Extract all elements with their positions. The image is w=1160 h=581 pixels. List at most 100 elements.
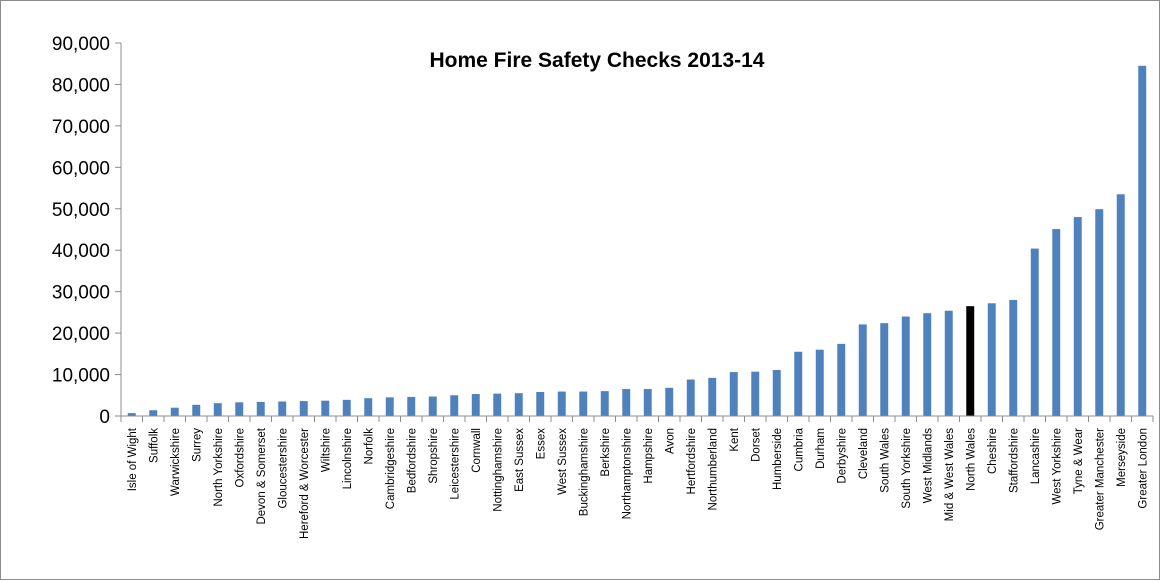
bar xyxy=(579,391,588,416)
x-tick-label: Hereford & Worcester xyxy=(299,428,311,539)
x-tick-label: Isle of Wight xyxy=(127,427,139,491)
x-tick-label: Cleveland xyxy=(858,428,870,479)
bar xyxy=(557,391,566,416)
y-tick-label: 0 xyxy=(99,407,110,428)
bar xyxy=(342,399,351,416)
bar xyxy=(1052,229,1061,416)
bar xyxy=(622,389,631,416)
x-tick-label: Lancashire xyxy=(1030,428,1042,484)
x-tick-label: Northumberland xyxy=(707,428,719,510)
bar xyxy=(772,369,781,416)
bar xyxy=(987,303,996,416)
x-tick-label: Derbyshire xyxy=(836,428,848,484)
x-tick-label: Dorset xyxy=(750,427,762,462)
bar xyxy=(1009,299,1018,416)
x-tick-label: Oxfordshire xyxy=(234,428,246,487)
x-tick-label: North Wales xyxy=(965,428,977,491)
x-tick-label: Hertfordshire xyxy=(686,428,698,494)
x-tick-label: Lincolnshire xyxy=(342,428,354,489)
x-tick-label: Cambridgeshire xyxy=(385,428,397,509)
bar xyxy=(1116,194,1125,416)
x-tick-label: Buckinghamshire xyxy=(578,428,590,516)
bar xyxy=(837,343,846,416)
bar xyxy=(901,316,910,416)
bar xyxy=(880,323,889,416)
x-tick-label: Berkshire xyxy=(600,428,612,477)
x-tick-label: Cornwall xyxy=(471,428,483,473)
x-tick-label: Cheshire xyxy=(987,428,999,474)
bar xyxy=(708,377,717,416)
x-tick-label: Greater Manchester xyxy=(1094,428,1106,530)
chart-title: Home Fire Safety Checks 2013-14 xyxy=(429,49,764,72)
y-tick-label: 20,000 xyxy=(52,324,110,345)
bar xyxy=(299,401,308,416)
bar xyxy=(149,410,158,416)
bar xyxy=(364,398,373,416)
x-tick-label: West Sussex xyxy=(557,428,569,495)
x-tick-label: East Sussex xyxy=(514,428,526,492)
x-tick-label: Essex xyxy=(535,428,547,460)
x-tick-label: Bedfordshire xyxy=(406,428,418,493)
x-tick-label: Northamptonshire xyxy=(621,428,633,519)
bar xyxy=(729,372,738,416)
x-tick-label: Kent xyxy=(729,427,741,451)
x-tick-label: Devon & Somerset xyxy=(256,427,268,524)
bar xyxy=(665,387,674,416)
x-tick-label: Shropshire xyxy=(428,428,440,484)
bar xyxy=(815,349,824,416)
bar xyxy=(407,396,416,416)
x-tick-label: Leicestershire xyxy=(449,428,461,500)
bar xyxy=(966,306,975,416)
bar xyxy=(385,397,394,416)
y-tick-label: 50,000 xyxy=(52,200,110,221)
bar xyxy=(192,404,201,416)
x-tick-label: Surrey xyxy=(191,428,203,462)
bar xyxy=(321,400,330,416)
bar xyxy=(127,413,136,416)
bar xyxy=(1095,209,1104,416)
x-tick-label: South Wales xyxy=(879,428,891,493)
bar xyxy=(686,379,695,416)
bar xyxy=(751,371,760,416)
bar xyxy=(256,401,265,416)
y-tick-label: 90,000 xyxy=(52,34,110,55)
bar xyxy=(858,324,867,416)
x-tick-label: Merseyside xyxy=(1116,428,1128,487)
bar xyxy=(643,389,652,416)
x-tick-label: Greater London xyxy=(1137,428,1149,509)
y-tick-label: 60,000 xyxy=(52,158,110,179)
bar xyxy=(794,351,803,416)
x-tick-label: Gloucestershire xyxy=(277,428,289,509)
x-tick-label: West Midlands xyxy=(922,428,934,503)
x-tick-label: Humberside xyxy=(772,428,784,490)
x-tick-label: West Yorkshire xyxy=(1051,428,1063,505)
bar xyxy=(514,393,523,416)
y-tick-label: 10,000 xyxy=(52,366,110,387)
y-tick-label: 80,000 xyxy=(52,75,110,96)
bar xyxy=(600,391,609,416)
bar xyxy=(536,391,545,416)
bar xyxy=(471,394,480,416)
x-tick-label: Wiltshire xyxy=(320,428,332,472)
x-axis-ticks xyxy=(120,416,1154,422)
x-tick-label: Mid & West Wales xyxy=(944,428,956,522)
bar xyxy=(493,393,502,416)
x-tick-label: Nottinghamshire xyxy=(492,428,504,512)
x-tick-label: Tyne & Wear xyxy=(1073,428,1085,494)
y-tick-label: 40,000 xyxy=(52,241,110,262)
x-tick-label: Norfolk xyxy=(363,428,375,465)
bar xyxy=(278,401,287,416)
x-axis-labels: Isle of Wight Suffolk Warwickshire Surrey No… xyxy=(127,427,1150,539)
x-tick-label: Staffordshire xyxy=(1008,428,1020,493)
bar xyxy=(428,396,437,416)
bar xyxy=(235,402,244,416)
bar xyxy=(1073,217,1082,416)
bars xyxy=(127,65,1147,417)
x-tick-label: Cumbria xyxy=(793,427,805,471)
bar xyxy=(170,407,179,416)
y-tick-label: 70,000 xyxy=(52,117,110,138)
bar xyxy=(450,395,459,416)
bar xyxy=(1030,248,1039,416)
